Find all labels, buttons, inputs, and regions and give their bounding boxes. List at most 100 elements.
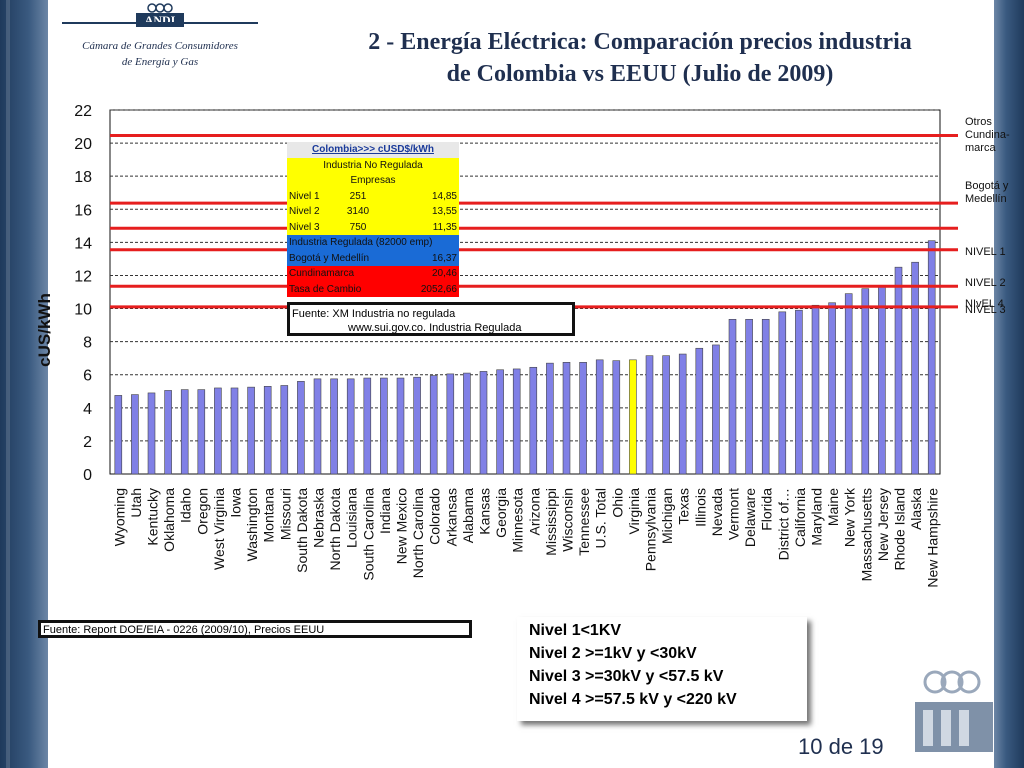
x-tick-label: North Carolina xyxy=(410,488,426,578)
right-decor-strip xyxy=(994,0,1024,768)
bar xyxy=(396,377,405,475)
y-tick-label: 10 xyxy=(74,302,92,319)
y-tick-label: 14 xyxy=(74,235,92,252)
x-tick-label: Tennessee xyxy=(576,488,592,556)
x-tick-label: Texas xyxy=(676,488,692,525)
y-tick-label: 20 xyxy=(74,136,92,153)
row-empresas: 750 xyxy=(349,221,367,233)
ref-label-bogota-l2: Medellín xyxy=(965,193,1007,205)
x-tick-label: Arizona xyxy=(526,488,542,536)
bar xyxy=(512,368,521,475)
x-tick-label: Washington xyxy=(244,488,260,561)
y-tick-label: 6 xyxy=(83,368,92,385)
bar xyxy=(297,381,305,475)
x-tick-label: Kansas xyxy=(477,488,493,535)
x-tick-label: Ohio xyxy=(609,488,625,518)
x-tick-label: Wisconsin xyxy=(560,488,576,552)
x-tick-label: U.S. Total xyxy=(593,488,609,548)
bar xyxy=(579,362,587,475)
bar xyxy=(861,288,870,475)
ref-label-otros: Otros Cundina- marca xyxy=(965,116,1010,155)
x-tick-label: Michigan xyxy=(659,488,675,544)
x-tick-label: Colorado xyxy=(427,488,443,545)
bar xyxy=(214,387,222,475)
bar xyxy=(131,394,139,475)
x-tick-label: New Hampshire xyxy=(925,488,941,588)
slide-title: 2 - Energía Eléctrica: Comparación preci… xyxy=(280,26,1000,90)
x-tick-label: Oklahoma xyxy=(161,488,177,552)
bar xyxy=(230,387,239,475)
bar xyxy=(612,360,621,475)
y-tick-label: 16 xyxy=(74,202,92,219)
x-tick-label: North Dakota xyxy=(327,488,343,571)
bar xyxy=(147,392,156,475)
row-label: Cundinamarca xyxy=(289,268,355,279)
source-xm-box: Fuente: XM Industria no regulada www.sui… xyxy=(287,302,575,336)
bar xyxy=(363,377,372,475)
bar xyxy=(878,286,886,475)
x-tick-label: Idaho xyxy=(178,488,194,523)
x-tick-label: Georgia xyxy=(493,488,509,538)
y-tick-label: 2 xyxy=(83,434,92,451)
x-tick-label: Arkansas xyxy=(443,488,459,546)
bar xyxy=(114,395,123,475)
y-tick-label: 18 xyxy=(74,169,92,186)
x-tick-label: District of… xyxy=(775,488,791,560)
bar xyxy=(313,378,322,475)
bar xyxy=(463,372,471,475)
andi-logo: ANDI Cámara de Grandes Consumidores de E… xyxy=(60,2,260,72)
bar xyxy=(778,311,787,475)
table-regulada-header: Industria Regulada (82000 emp) xyxy=(287,235,459,251)
ref-label-nivel2: NIVEL 2 xyxy=(965,277,1006,289)
row-value: 11,35 xyxy=(432,221,457,233)
x-tick-label: Mississippi xyxy=(543,488,559,556)
bar xyxy=(546,362,554,475)
x-tick-label: Montana xyxy=(261,488,277,543)
bar xyxy=(496,369,504,475)
bar xyxy=(728,318,737,475)
x-tick-label: Wyoming xyxy=(111,488,127,546)
org-name-line1: Cámara de Grandes Consumidores xyxy=(82,40,238,52)
ref-label-bogota: Bogotá y Medellín xyxy=(965,180,1008,206)
table-header: Colombia>>> cUSD$/kWh xyxy=(287,142,459,158)
x-tick-label: Pennsylvania xyxy=(643,488,659,571)
nivel-def-2: Nivel 2 >=1kV y <30kV xyxy=(529,645,697,662)
x-tick-label: Utah xyxy=(128,488,144,518)
row-empresas: 3140 xyxy=(346,206,370,217)
nivel-definitions-box: Nivel 1<1KV Nivel 2 >=1kV y <30kV Nivel … xyxy=(517,617,807,721)
bar xyxy=(380,377,388,475)
bar xyxy=(645,355,654,475)
x-tick-label: New York xyxy=(842,487,858,547)
ref-label-bogota-l1: Bogotá y xyxy=(965,180,1009,192)
y-tick-label: 12 xyxy=(74,268,92,285)
x-tick-label: Nevada xyxy=(709,488,725,536)
title-line1: 2 - Energía Eléctrica: Comparación preci… xyxy=(368,29,912,55)
row-label: Bogotá y Medellín xyxy=(289,252,370,264)
bar xyxy=(529,366,538,475)
y-tick-label: 22 xyxy=(74,103,92,120)
row-label: Nivel 2 xyxy=(289,206,320,217)
x-tick-label: New Jersey xyxy=(875,488,891,561)
x-tick-label: Alabama xyxy=(460,488,476,543)
bar xyxy=(811,304,820,475)
left-decor-strip xyxy=(0,0,48,768)
x-tick-label: Florida xyxy=(759,488,775,531)
bar xyxy=(629,359,637,475)
row-label: Tasa de Cambio xyxy=(289,283,362,295)
y-axis-label: cUS/kWh xyxy=(35,293,54,367)
table-row: Tasa de Cambio 2052,66 xyxy=(287,281,459,297)
source-line2: www.sui.gov.co. Industria Regulada xyxy=(348,322,522,334)
source-line1: Fuente: XM Industria no regulada xyxy=(292,308,456,320)
ref-label-nivel1: NIVEL 1 xyxy=(965,246,1006,258)
table-row: Bogotá y Medellín 16,37 xyxy=(287,250,459,266)
x-tick-label: Maine xyxy=(825,488,841,526)
bar xyxy=(695,347,704,475)
x-tick-label: New Mexico xyxy=(394,488,410,564)
ref-label-nivel4: NIvEL 4 xyxy=(965,298,1004,310)
y-tick-label: 4 xyxy=(83,401,92,418)
x-tick-label: Rhode Island xyxy=(892,488,908,571)
bar xyxy=(330,378,338,475)
x-tick-label: South Dakota xyxy=(294,488,310,573)
x-tick-label: Nebraska xyxy=(311,488,327,548)
